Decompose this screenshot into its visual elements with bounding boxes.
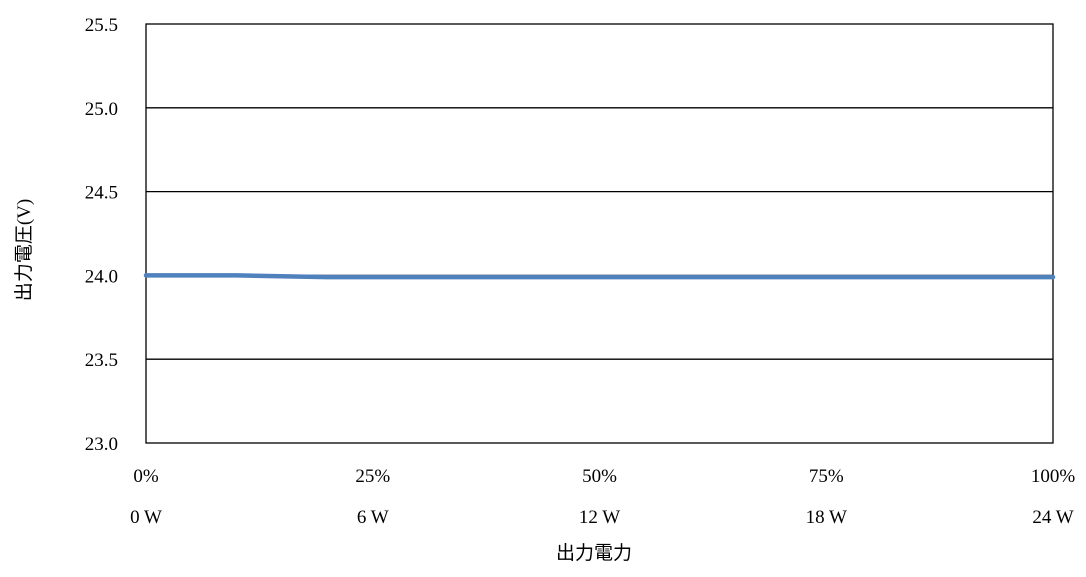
x-tick-labels: 0% 0 W 25% 6 W 50% 12 W 75% 18 W 100% 24 W <box>130 466 1075 528</box>
x-tick-label-watts: 6 W <box>357 507 389 528</box>
grid-lines <box>146 107 1053 360</box>
y-tick-labels: 23.0 23.5 24.0 24.5 25.0 25.5 <box>85 15 118 455</box>
series-layer <box>143 273 1056 280</box>
x-tick-label-watts: 18 W <box>806 507 847 528</box>
x-tick-label-percent: 100% <box>1031 466 1076 487</box>
x-tick-label-percent: 25% <box>355 466 390 487</box>
y-tick-label: 25.5 <box>85 15 118 36</box>
y-tick-label: 23.5 <box>85 350 118 371</box>
y-tick-label: 25.0 <box>85 99 118 120</box>
x-tick-label-watts: 0 W <box>130 507 162 528</box>
y-axis-title: 出力電圧(V) <box>13 199 35 301</box>
plot-frame <box>145 23 1054 444</box>
x-tick-label-percent: 0% <box>133 466 159 487</box>
x-tick-label-percent: 75% <box>809 466 844 487</box>
series-line <box>143 273 1056 280</box>
y-tick-label: 24.5 <box>85 183 118 204</box>
x-axis-title: 出力電力 <box>556 542 632 564</box>
x-tick-label-percent: 50% <box>582 466 617 487</box>
y-tick-label: 23.0 <box>85 434 118 455</box>
x-tick-label-watts: 24 W <box>1032 507 1073 528</box>
x-tick-label-watts: 12 W <box>579 507 620 528</box>
y-tick-label: 24.0 <box>85 266 118 287</box>
